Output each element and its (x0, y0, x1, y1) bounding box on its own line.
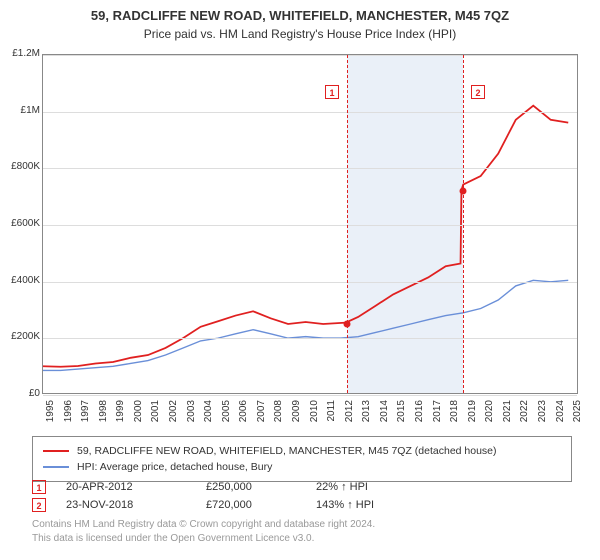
legend-swatch (43, 450, 69, 453)
x-axis-label: 2010 (309, 400, 320, 430)
sale-row: 2 23-NOV-2018£720,000143% ↑ HPI (32, 496, 572, 514)
sale-marker-line (463, 55, 464, 393)
y-axis-label: £800K (2, 161, 40, 172)
chart-lines (43, 55, 577, 393)
sale-row-marker: 2 (32, 498, 46, 512)
sale-row: 1 20-APR-2012£250,00022% ↑ HPI (32, 478, 572, 496)
sale-price: £250,000 (206, 481, 316, 493)
sale-marker-line (347, 55, 348, 393)
series-line-property (43, 106, 568, 367)
x-axis-label: 2024 (555, 400, 566, 430)
legend: 59, RADCLIFFE NEW ROAD, WHITEFIELD, MANC… (32, 436, 572, 482)
x-axis-label: 1998 (98, 400, 109, 430)
gridline (43, 225, 577, 226)
legend-item: 59, RADCLIFFE NEW ROAD, WHITEFIELD, MANC… (43, 443, 561, 459)
x-axis-label: 2014 (379, 400, 390, 430)
legend-swatch (43, 466, 69, 469)
chart-title: 59, RADCLIFFE NEW ROAD, WHITEFIELD, MANC… (0, 0, 600, 23)
sale-delta: 22% ↑ HPI (316, 481, 436, 493)
sale-date: 23-NOV-2018 (66, 499, 206, 511)
chart-subtitle: Price paid vs. HM Land Registry's House … (0, 23, 600, 41)
x-axis-label: 2002 (168, 400, 179, 430)
x-axis-label: 1997 (80, 400, 91, 430)
x-axis-label: 2003 (186, 400, 197, 430)
x-axis-label: 2019 (467, 400, 478, 430)
x-axis-label: 2025 (572, 400, 583, 430)
legend-label: 59, RADCLIFFE NEW ROAD, WHITEFIELD, MANC… (77, 445, 497, 457)
y-axis-label: £600K (2, 218, 40, 229)
y-axis-label: £0 (2, 388, 40, 399)
x-axis-label: 2008 (273, 400, 284, 430)
y-axis-label: £1.2M (2, 48, 40, 59)
chart-plot-area: 12 (42, 54, 578, 394)
gridline (43, 55, 577, 56)
attribution-line: Contains HM Land Registry data © Crown c… (32, 518, 572, 532)
x-axis-label: 2018 (449, 400, 460, 430)
x-axis-label: 2009 (291, 400, 302, 430)
sale-point-dot (460, 188, 467, 195)
x-axis-label: 2022 (519, 400, 530, 430)
x-axis-label: 2017 (432, 400, 443, 430)
x-axis-label: 2011 (326, 400, 337, 430)
x-axis-label: 2012 (344, 400, 355, 430)
legend-item: HPI: Average price, detached house, Bury (43, 459, 561, 475)
x-axis-labels: 1995 1996 1997 1998 1999 2000 2001 2002 2003 2004… (42, 398, 578, 438)
sales-table: 1 20-APR-2012£250,00022% ↑ HPI 2 23-NOV-201… (32, 478, 572, 514)
attribution-line: This data is licensed under the Open Gov… (32, 532, 572, 546)
sale-marker-box: 2 (471, 85, 485, 99)
x-axis-label: 2005 (221, 400, 232, 430)
gridline (43, 395, 577, 396)
sale-point-dot (344, 321, 351, 328)
x-axis-label: 2015 (396, 400, 407, 430)
sale-marker-box: 1 (325, 85, 339, 99)
sale-row-marker: 1 (32, 480, 46, 494)
x-axis-label: 2007 (256, 400, 267, 430)
attribution: Contains HM Land Registry data © Crown c… (32, 518, 572, 545)
gridline (43, 338, 577, 339)
y-axis-label: £400K (2, 275, 40, 286)
legend-label: HPI: Average price, detached house, Bury (77, 461, 272, 473)
sale-price: £720,000 (206, 499, 316, 511)
x-axis-label: 2004 (203, 400, 214, 430)
x-axis-label: 2006 (238, 400, 249, 430)
x-axis-label: 1996 (63, 400, 74, 430)
x-axis-label: 1995 (45, 400, 56, 430)
x-axis-label: 2020 (484, 400, 495, 430)
x-axis-label: 2001 (150, 400, 161, 430)
x-axis-label: 2013 (361, 400, 372, 430)
sale-date: 20-APR-2012 (66, 481, 206, 493)
x-axis-label: 2016 (414, 400, 425, 430)
x-axis-label: 2000 (133, 400, 144, 430)
x-axis-label: 1999 (115, 400, 126, 430)
x-axis-label: 2023 (537, 400, 548, 430)
series-line-hpi (43, 280, 568, 370)
gridline (43, 282, 577, 283)
x-axis-label: 2021 (502, 400, 513, 430)
gridline (43, 168, 577, 169)
gridline (43, 112, 577, 113)
y-axis-label: £1M (2, 105, 40, 116)
sale-delta: 143% ↑ HPI (316, 499, 436, 511)
y-axis-label: £200K (2, 331, 40, 342)
